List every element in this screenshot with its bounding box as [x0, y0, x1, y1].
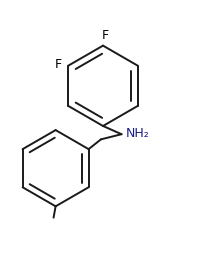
- Text: F: F: [55, 58, 62, 71]
- Text: NH₂: NH₂: [126, 127, 150, 140]
- Text: F: F: [102, 29, 109, 42]
